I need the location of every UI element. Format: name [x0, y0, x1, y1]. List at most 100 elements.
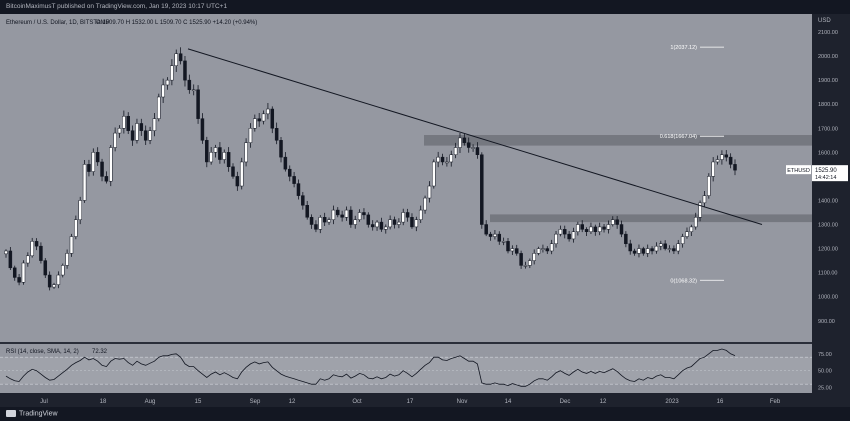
candle-body — [484, 224, 488, 235]
candle-body — [545, 248, 550, 252]
candle-body — [458, 137, 462, 148]
time-axis[interactable] — [0, 393, 812, 407]
candle-body — [619, 224, 624, 235]
candle-body — [283, 156, 288, 170]
candle-body — [733, 164, 737, 171]
candle-body — [17, 277, 21, 283]
footer-bar: TradingView — [0, 407, 850, 421]
candle-body — [554, 233, 558, 245]
candle-body — [253, 118, 257, 129]
candle-body — [213, 147, 218, 153]
rsi-line — [5, 348, 736, 387]
candle-body — [261, 113, 266, 122]
tradingview-logo-icon — [6, 410, 16, 417]
candle-body — [667, 248, 672, 250]
candle-body — [226, 152, 231, 168]
candle-body — [597, 226, 602, 232]
candle-body — [135, 123, 139, 141]
candle-body — [235, 176, 240, 187]
candle-body — [148, 130, 152, 141]
candle-body — [549, 243, 554, 252]
candle-body — [528, 260, 532, 266]
price-tick-label: 2000.00 — [818, 54, 838, 60]
candle-body — [26, 255, 30, 264]
candle-body — [602, 226, 606, 230]
resistance-zone — [490, 214, 812, 223]
fib-level-label: 1(2037.12) — [670, 45, 697, 51]
candle-body — [52, 284, 56, 288]
candle-body — [244, 142, 248, 163]
candle-body — [117, 128, 122, 134]
candle-body — [349, 209, 353, 225]
candle-body — [523, 265, 528, 267]
candle-body — [74, 219, 78, 237]
candle-body — [432, 161, 436, 187]
tradingview-logo[interactable]: TradingView — [6, 410, 58, 418]
candle-body — [30, 241, 34, 257]
candle-body — [4, 250, 8, 255]
fib-level-label: 0.618(1667.04) — [660, 134, 697, 140]
price-tick-label: 2100.00 — [818, 30, 838, 36]
candle-body — [410, 217, 414, 228]
candle-body — [471, 147, 475, 149]
candle-body — [632, 250, 637, 254]
candle-body — [69, 236, 74, 254]
price-tick-label: 1600.00 — [818, 150, 838, 156]
candle-body — [567, 233, 571, 240]
chart-pane[interactable]: 1(2037.12) 0.618(1667.04) 0(1068.32) Ether… — [0, 14, 850, 407]
time-tick-label: 17 — [407, 399, 414, 405]
price-tick-label: 1100.00 — [818, 271, 837, 277]
candle-body — [659, 243, 663, 247]
candle-body — [331, 209, 336, 220]
candle-body — [47, 274, 52, 288]
time-tick-label: 14 — [505, 399, 512, 405]
time-tick-label: 12 — [600, 399, 607, 405]
candle-body — [344, 209, 349, 218]
candle-body — [196, 89, 200, 119]
price-axis[interactable] — [812, 14, 850, 407]
candle-body — [314, 224, 318, 230]
candle-body — [615, 219, 619, 225]
candle-body — [366, 214, 371, 225]
symbol-tag-bg — [786, 165, 811, 175]
time-tick-label: Oct — [352, 399, 362, 405]
candle-body — [514, 248, 519, 254]
candle-body — [475, 147, 480, 155]
descending-trendline[interactable] — [187, 48, 763, 225]
candle-body — [541, 248, 545, 250]
candle-body — [453, 147, 458, 155]
candle-body — [139, 123, 144, 131]
candle-body — [663, 243, 667, 249]
time-tick-label: Feb — [770, 399, 781, 405]
candle-body — [122, 115, 126, 129]
candle-body — [200, 118, 205, 141]
candle-body — [379, 221, 384, 230]
candle-body — [370, 224, 375, 228]
candle-body — [353, 219, 357, 225]
candle-body — [724, 154, 729, 158]
symbol-legend: Ethereum / U.S. Dollar, 1D, BITSTAMP — [6, 20, 110, 26]
candle-body — [462, 137, 467, 143]
rsi-tick-label: 75.00 — [818, 352, 832, 358]
candle-body — [318, 217, 323, 230]
candle-body — [301, 195, 305, 206]
candle-body — [397, 221, 401, 225]
time-tick-label: 12 — [289, 399, 296, 405]
candle-body — [183, 60, 187, 81]
price-tick-label: 1700.00 — [818, 126, 838, 132]
candle-body — [8, 250, 13, 269]
candle-body — [248, 128, 253, 143]
candle-body — [362, 212, 366, 216]
candle-body — [292, 176, 296, 184]
candle-body — [418, 209, 423, 220]
candle-body — [405, 212, 410, 218]
candle-body — [506, 241, 510, 252]
candle-body — [401, 212, 405, 223]
candle-body — [161, 84, 165, 98]
candle-body — [414, 219, 419, 228]
candle-body — [650, 248, 654, 252]
time-tick-label: 15 — [195, 399, 202, 405]
candle-body — [488, 233, 493, 237]
chart-canvas[interactable]: 1(2037.12) 0.618(1667.04) 0(1068.32) Ether… — [0, 14, 850, 407]
candle-body — [698, 202, 702, 218]
